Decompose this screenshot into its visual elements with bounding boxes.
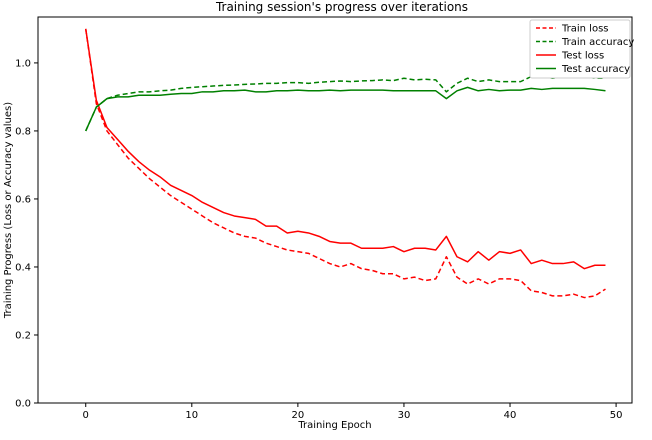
lines-layer xyxy=(84,28,606,299)
legend-label-train-accuracy: Train accuracy xyxy=(561,37,634,48)
x-axis: 0 10 20 30 40 50 xyxy=(83,403,623,421)
y-tick-label: 0.8 xyxy=(15,126,31,137)
series-line-test-accuracy xyxy=(85,86,606,132)
x-tick-label: 0 xyxy=(83,410,89,421)
series-line-train-accuracy xyxy=(85,75,606,132)
y-tick-label: 0.4 xyxy=(15,262,31,273)
x-tick-label: 50 xyxy=(610,410,623,421)
y-tick-label: 0.2 xyxy=(15,330,31,341)
y-axis: 0.0 0.2 0.4 0.6 0.8 1.0 xyxy=(15,58,38,410)
x-axis-label: Training Epoch xyxy=(297,420,371,431)
x-tick-label: 40 xyxy=(504,410,517,421)
y-axis-label: Training Progress (Loss or Accuracy valu… xyxy=(3,102,14,319)
legend-label-train-loss: Train loss xyxy=(561,24,609,35)
x-tick-label: 20 xyxy=(292,410,305,421)
x-tick-label: 10 xyxy=(185,410,198,421)
series-line-train-loss xyxy=(84,28,606,299)
series-line-test-loss xyxy=(84,28,606,270)
legend-frame xyxy=(529,19,631,79)
plot-frame xyxy=(37,16,633,404)
x-tick-label: 30 xyxy=(398,410,411,421)
legend-label-test-loss: Test loss xyxy=(561,51,604,62)
y-tick-label: 1.0 xyxy=(15,58,31,69)
legend: Train loss Train accuracy Test loss Test ac… xyxy=(529,19,634,79)
legend-label-test-accuracy: Test accuracy xyxy=(561,64,630,75)
y-tick-label: 0.0 xyxy=(15,399,31,410)
y-tick-label: 0.6 xyxy=(15,194,31,205)
chart-title: Training session's progress over iterati… xyxy=(215,0,468,14)
